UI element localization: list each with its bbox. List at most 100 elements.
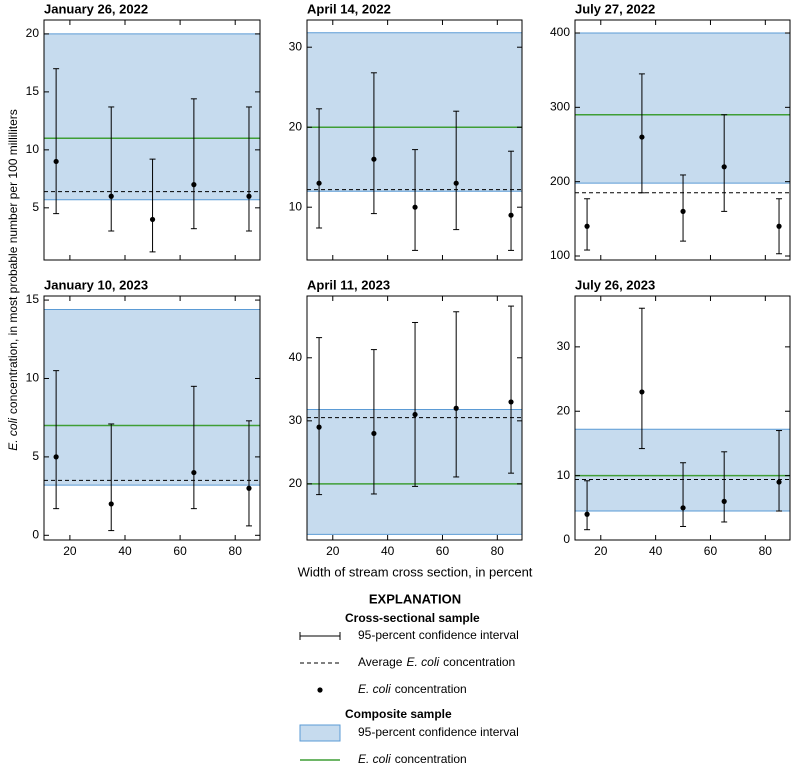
panel-frame	[43, 19, 261, 261]
y-tick-label: 300	[550, 100, 570, 114]
legend-text: concentration	[443, 655, 515, 669]
panel-title: April 14, 2022	[307, 1, 391, 16]
x-axis-label: Width of stream cross section, in percen…	[298, 564, 533, 579]
panel: July 26, 2023 0 10 20 30 20 40 60 80	[557, 277, 791, 558]
y-label-rest: concentration, in most probable number p…	[6, 109, 20, 414]
composite-ci-band	[44, 33, 260, 200]
y-tick-label: 100	[550, 248, 570, 262]
y-tick-label: 20	[289, 476, 303, 490]
legend-group: Composite sample	[345, 707, 452, 721]
legend-label: E. coli concentration	[358, 682, 467, 696]
point	[246, 485, 252, 491]
point	[680, 505, 686, 511]
legend-text: concentration	[395, 682, 467, 696]
point	[108, 193, 114, 199]
point	[453, 180, 459, 186]
y-tick-label: 200	[550, 174, 570, 188]
panel: January 10, 2023 0 5 10 15 20 40 60 80	[26, 277, 261, 558]
point	[108, 501, 114, 507]
point	[371, 430, 377, 437]
y-tick-label: 20	[557, 403, 571, 417]
point	[316, 180, 322, 186]
composite-ci-band	[575, 33, 790, 184]
point	[149, 216, 156, 223]
x-tick-label: 40	[649, 544, 663, 558]
legend-text: E. coli	[406, 655, 439, 669]
y-label-italic: E. coli	[6, 418, 20, 451]
panel-frame	[574, 295, 791, 541]
x-tick-label: 60	[704, 544, 718, 558]
point	[639, 134, 645, 140]
panel-title: July 26, 2023	[575, 277, 655, 292]
point	[639, 389, 645, 395]
panel-title: January 10, 2023	[44, 277, 148, 292]
point	[316, 424, 322, 430]
composite-ci-band	[307, 32, 522, 192]
y-tick-label: 15	[26, 84, 40, 98]
y-tick-label: 10	[289, 199, 303, 213]
panel-frame	[306, 295, 523, 541]
point	[776, 479, 782, 485]
panel-title: April 11, 2023	[307, 277, 390, 292]
y-tick-label: 15	[26, 292, 40, 306]
y-tick-label: 0	[32, 527, 39, 541]
composite-ci-band	[44, 309, 260, 486]
composite-ci-band	[575, 429, 790, 512]
panel-frame	[43, 295, 261, 541]
legend-band	[299, 724, 341, 742]
legend: EXPLANATION Cross-sectional sample 95-pe…	[345, 591, 519, 766]
point	[721, 498, 727, 504]
panel: April 14, 2022 10 20 30	[289, 1, 523, 261]
panel: January 26, 2022 5 10 15 20	[26, 1, 261, 261]
legend-point	[317, 687, 323, 693]
panel: April 11, 2023 20 30 40 20 40 60 80	[289, 277, 523, 558]
x-tick-label: 80	[229, 544, 243, 558]
legend-label: Average E. coli concentration	[358, 655, 515, 669]
x-tick-label: 40	[118, 544, 132, 558]
point	[680, 208, 686, 214]
point	[371, 156, 377, 162]
point	[721, 164, 727, 170]
legend-label: 95-percent confidence interval	[358, 628, 519, 642]
x-tick-label: 80	[759, 544, 773, 558]
panel: July 27, 2022 100 200 300 400	[550, 1, 791, 262]
y-tick-label: 40	[289, 350, 303, 364]
point	[53, 158, 59, 165]
x-tick-label: 20	[326, 544, 340, 558]
point	[412, 204, 418, 210]
point	[508, 212, 514, 218]
y-tick-label: 20	[26, 26, 40, 40]
x-tick-label: 60	[173, 544, 187, 558]
point	[191, 469, 197, 476]
y-tick-label: 400	[550, 25, 570, 39]
legend-text: E. coli	[358, 752, 391, 766]
y-tick-label: 20	[289, 119, 303, 133]
composite-ci-band	[307, 409, 522, 535]
point	[453, 405, 459, 411]
y-tick-label: 30	[289, 413, 303, 427]
y-tick-label: 0	[563, 532, 570, 546]
legend-title: EXPLANATION	[369, 591, 461, 606]
legend-group: Cross-sectional sample	[345, 611, 480, 625]
point	[246, 193, 252, 199]
y-tick-label: 10	[26, 371, 40, 385]
y-tick-label: 30	[557, 339, 571, 353]
y-tick-label: 10	[557, 468, 571, 482]
panel-title: July 27, 2022	[575, 1, 655, 16]
y-axis-label: E. coli concentration, in most probable n…	[6, 109, 20, 451]
y-tick-label: 5	[32, 200, 39, 214]
legend-text: concentration	[395, 752, 467, 766]
point	[776, 223, 782, 229]
legend-label: 95-percent confidence interval	[358, 725, 519, 739]
panel-title: January 26, 2022	[44, 1, 148, 16]
point	[508, 399, 514, 405]
panel-frame	[574, 19, 791, 261]
legend-text: E. coli	[358, 682, 391, 696]
x-tick-label: 40	[381, 544, 395, 558]
x-tick-label: 20	[594, 544, 608, 558]
point	[53, 454, 59, 460]
point	[584, 511, 590, 517]
legend-text: Average	[358, 655, 403, 669]
legend-label: E. coli concentration	[358, 752, 467, 766]
y-tick-label: 30	[289, 39, 303, 53]
